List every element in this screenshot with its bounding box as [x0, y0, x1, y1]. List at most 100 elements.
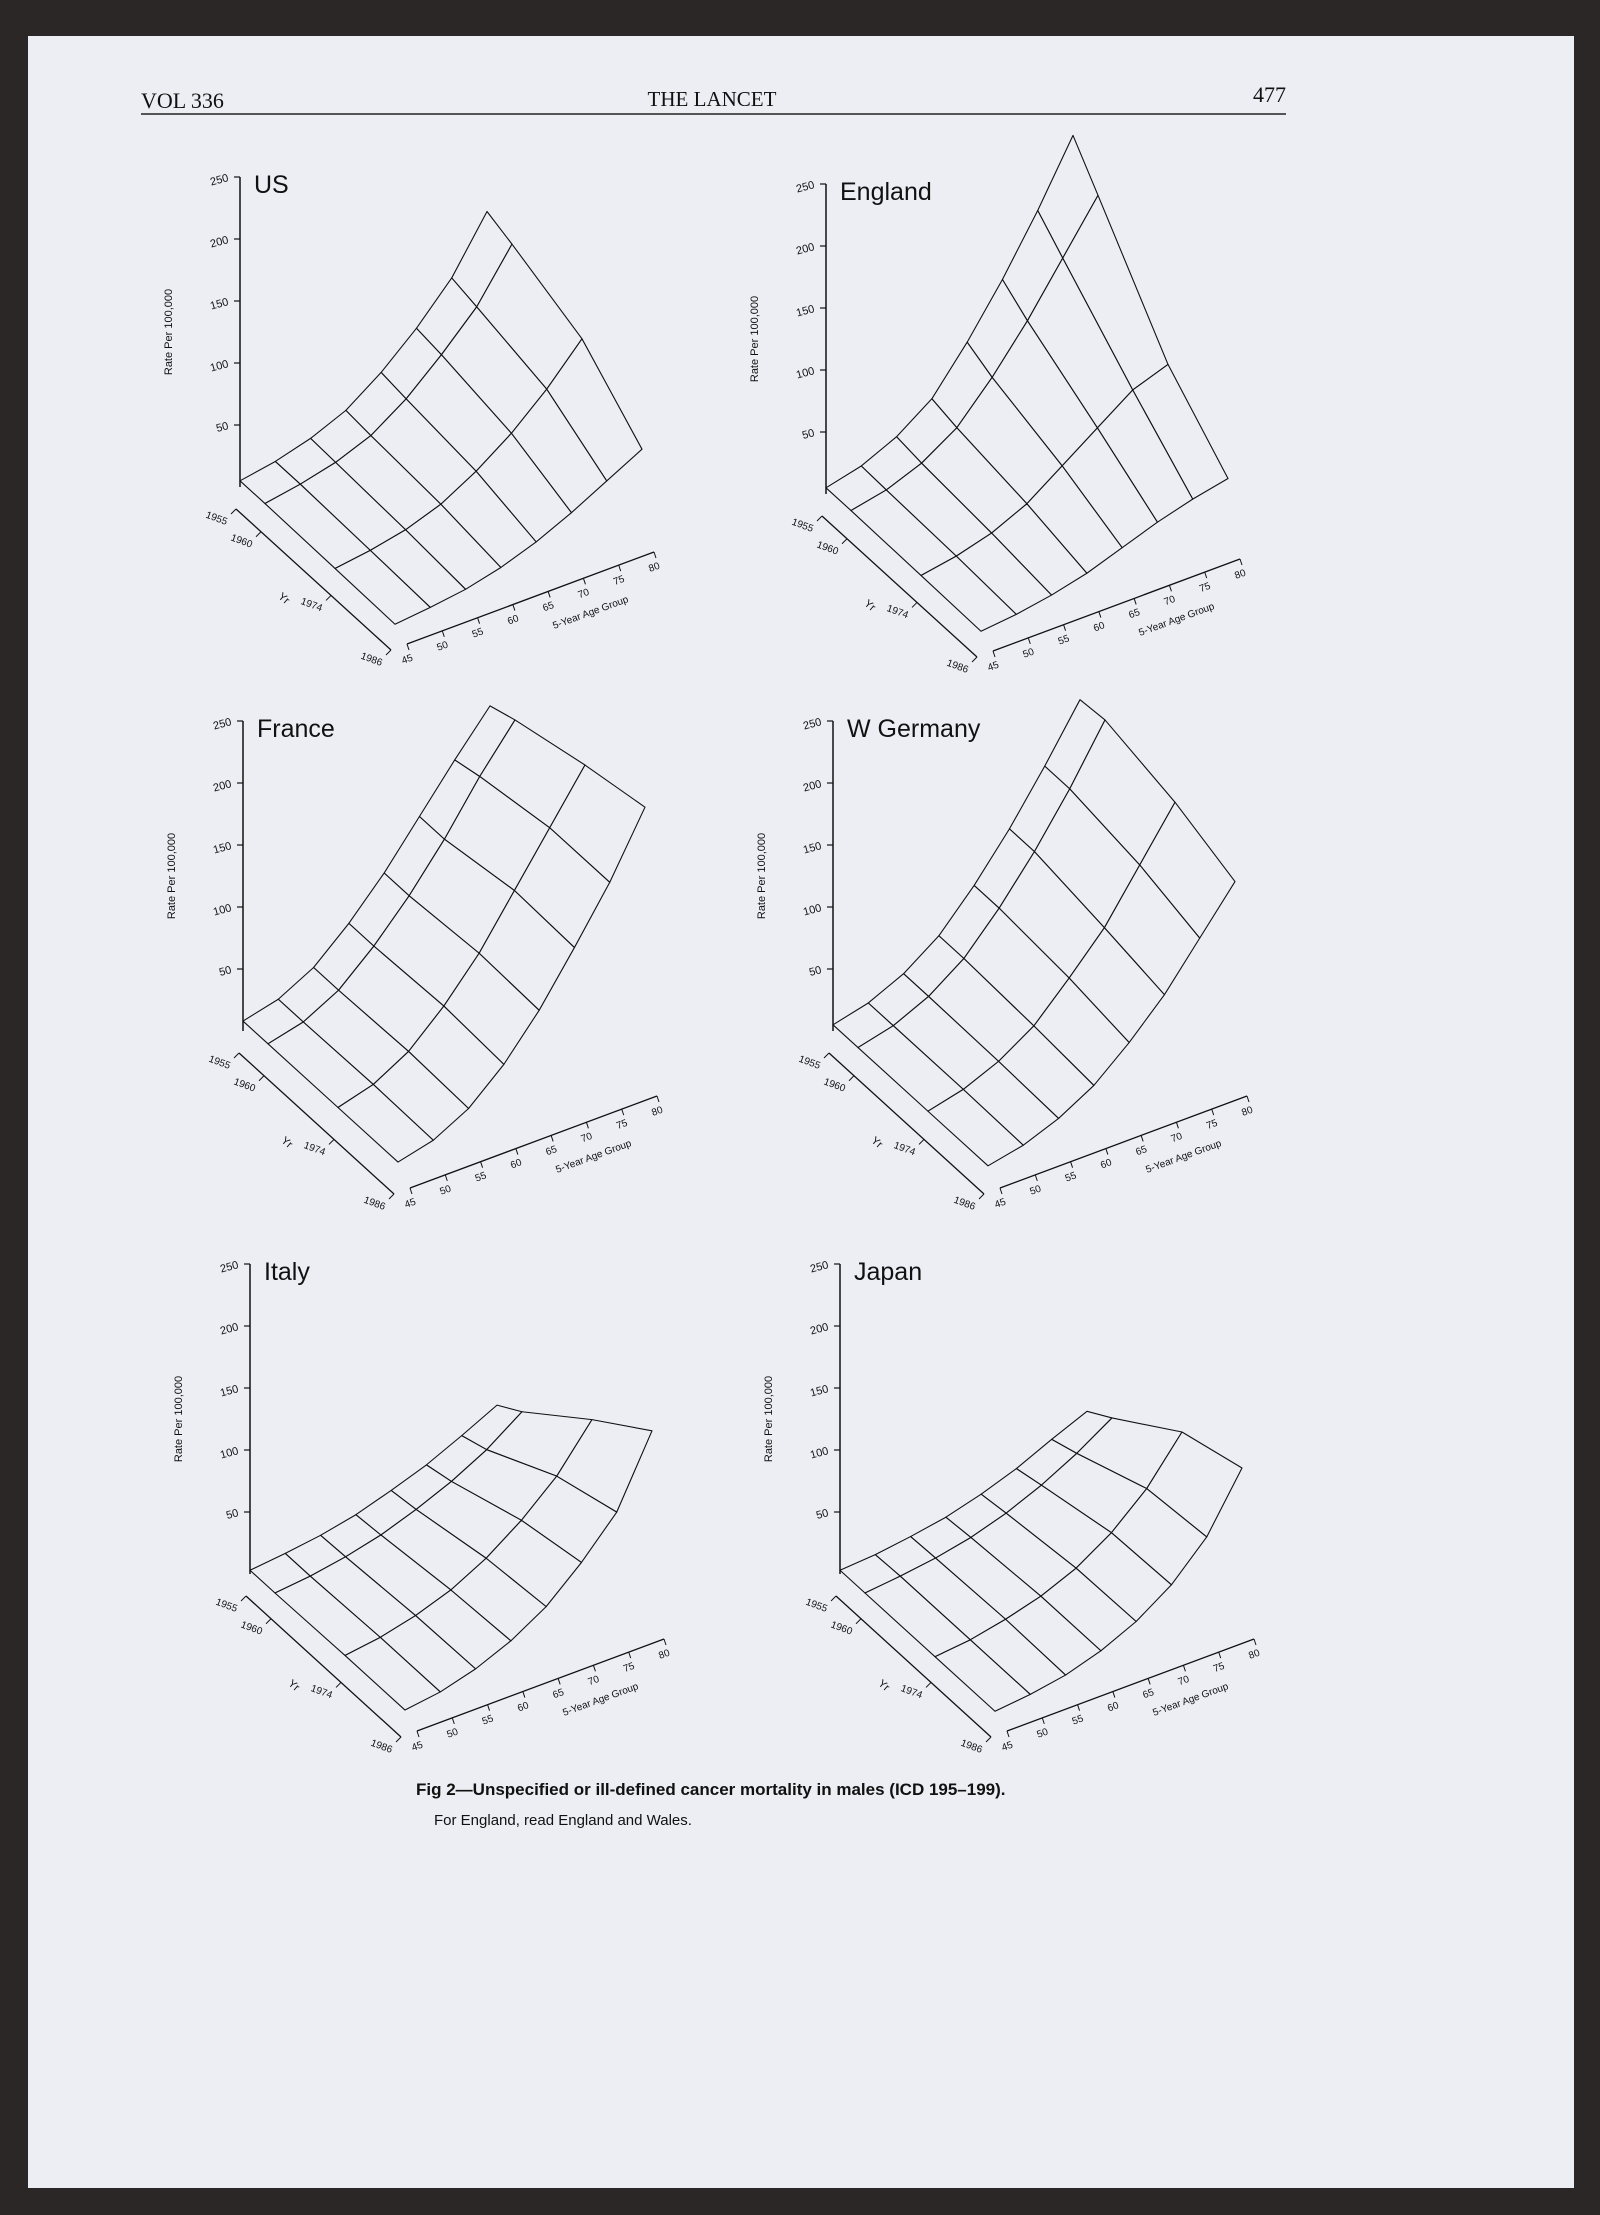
year-axis	[238, 1052, 395, 1195]
z-axis-label: Rate Per 100,000	[163, 289, 175, 375]
z-tick-label: 100	[209, 358, 230, 374]
z-tick-label: 100	[809, 1445, 830, 1461]
age-tick-label: 65	[551, 1687, 566, 1701]
year-tick	[855, 1618, 862, 1625]
year-tick	[911, 602, 918, 608]
age-tick-label: 65	[1134, 1144, 1149, 1158]
z-tick-label: 250	[209, 172, 230, 188]
year-tick	[258, 1075, 265, 1082]
age-tick-label: 75	[622, 1661, 637, 1675]
age-tick	[1175, 1122, 1179, 1129]
age-tick-label: 80	[650, 1105, 665, 1119]
age-tick	[477, 617, 481, 624]
z-axis-label: Rate Per 100,000	[763, 1376, 775, 1462]
age-tick-label: 75	[1205, 1118, 1220, 1132]
z-tick-label: 50	[801, 427, 816, 442]
year-tick	[395, 1736, 402, 1743]
year-tick	[325, 595, 332, 601]
paper	[28, 36, 1574, 2188]
age-tick-label: 55	[1064, 1170, 1079, 1184]
age-tick-label: 80	[1233, 568, 1248, 582]
age-tick-label: 55	[474, 1170, 489, 1184]
age-tick-label: 75	[615, 1118, 630, 1132]
age-tick-label: 70	[1163, 594, 1178, 608]
year-tick	[823, 1052, 830, 1059]
age-tick	[416, 1730, 420, 1738]
age-tick-label: 65	[541, 600, 556, 614]
volume: VOL 336	[141, 88, 224, 113]
year-tick	[830, 1595, 837, 1602]
z-tick-label: 200	[219, 1321, 240, 1337]
caption: Fig 2—Unspecified or ill-defined cancer …	[416, 1780, 1006, 1799]
year-tick	[985, 1736, 992, 1743]
z-tick-label: 150	[212, 840, 233, 856]
age-axis	[1006, 1638, 1255, 1732]
journal: THE LANCET	[648, 87, 777, 111]
age-tick-label: 75	[1198, 581, 1213, 595]
age-tick	[592, 1665, 596, 1672]
z-tick-label: 250	[219, 1259, 240, 1275]
age-tick	[480, 1161, 484, 1168]
year-tick	[388, 1193, 395, 1200]
age-axis	[992, 558, 1241, 652]
age-tick	[441, 630, 445, 638]
year-axis	[821, 515, 978, 658]
age-tick	[1133, 598, 1137, 605]
year-tick	[233, 1052, 240, 1059]
surface-cell	[337, 1083, 434, 1163]
z-tick-label: 250	[802, 716, 823, 732]
age-tick	[547, 591, 551, 598]
age-tick-label: 50	[436, 639, 451, 653]
age-tick	[1239, 558, 1243, 566]
age-tick	[1253, 1638, 1257, 1646]
age-tick	[1112, 1691, 1116, 1698]
age-tick-label: 60	[516, 1700, 531, 1714]
year-axis	[235, 508, 392, 651]
z-tick-label: 100	[802, 902, 823, 918]
z-tick-label: 150	[802, 840, 823, 856]
z-tick-label: 200	[802, 778, 823, 794]
surface-cell	[334, 549, 431, 625]
age-tick	[1105, 1148, 1109, 1155]
age-tick	[618, 564, 622, 572]
year-axis	[245, 1595, 402, 1738]
age-tick-label: 50	[1022, 646, 1037, 660]
age-tick	[582, 578, 586, 585]
age-tick-label: 80	[647, 561, 662, 575]
age-tick-label: 80	[1247, 1648, 1262, 1662]
age-tick	[1077, 1704, 1081, 1711]
age-tick-label: 50	[1036, 1726, 1051, 1740]
age-tick	[999, 1187, 1003, 1195]
age-tick-label: 75	[1212, 1661, 1227, 1675]
age-tick-label: 80	[1240, 1105, 1255, 1119]
caption-note: For England, read England and Wales.	[434, 1812, 692, 1829]
age-tick-label: 50	[439, 1183, 454, 1197]
z-tick-label: 200	[809, 1321, 830, 1337]
year-axis	[835, 1595, 992, 1738]
z-tick-label: 200	[212, 778, 233, 794]
z-tick-label: 150	[219, 1383, 240, 1399]
age-axis	[999, 1095, 1248, 1189]
age-tick-label: 65	[1127, 607, 1142, 621]
z-tick-label: 200	[795, 241, 816, 257]
year-tick	[328, 1139, 335, 1145]
z-tick-label: 150	[809, 1383, 830, 1399]
surface-cell	[934, 1639, 1031, 1712]
year-tick	[918, 1139, 925, 1145]
age-tick-label: 70	[1170, 1131, 1185, 1145]
age-tick	[444, 1174, 448, 1182]
surface-cell	[927, 1088, 1024, 1167]
z-tick-label: 50	[808, 964, 823, 979]
age-tick-label: 45	[993, 1197, 1008, 1211]
z-axis-label: Rate Per 100,000	[756, 833, 768, 919]
age-tick-label: 50	[446, 1726, 461, 1740]
age-tick	[1204, 571, 1208, 579]
age-tick	[406, 643, 410, 651]
age-tick	[1027, 637, 1031, 645]
z-axis-label: Rate Per 100,000	[166, 833, 178, 919]
